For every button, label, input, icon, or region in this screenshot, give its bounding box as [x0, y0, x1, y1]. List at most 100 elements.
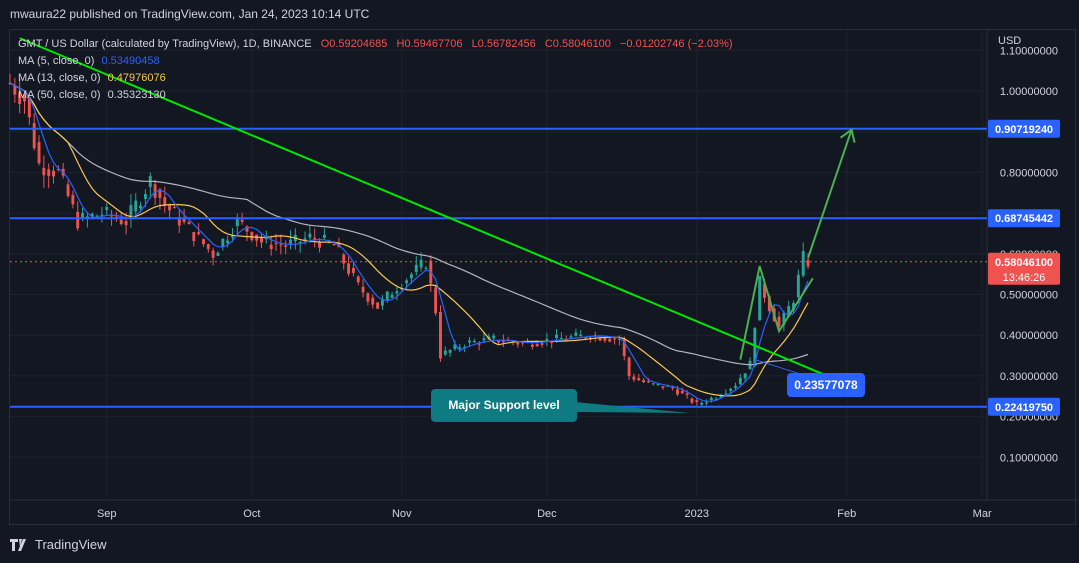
candle-body — [622, 338, 626, 357]
candle-body — [603, 337, 607, 341]
candle-body — [226, 240, 230, 244]
legend-ma13-row[interactable]: MA (13, close, 0) 0.47976076 — [18, 70, 733, 87]
price-level-badge — [988, 209, 1060, 228]
candle-body — [646, 381, 650, 383]
candle-body — [545, 338, 549, 341]
projection-arrow-head — [839, 128, 856, 143]
candle-body — [71, 194, 75, 205]
candle-body — [719, 395, 723, 398]
candle-body — [100, 214, 104, 216]
candle-body — [414, 264, 418, 273]
candle-body — [758, 275, 762, 321]
candle-body — [385, 291, 389, 300]
y-tick-label: 0.80000000 — [1000, 167, 1058, 179]
candle-body — [792, 303, 795, 310]
candle-body — [661, 386, 665, 388]
chart-panel[interactable] — [9, 29, 1076, 525]
candle-body — [395, 291, 399, 294]
candle-body — [763, 283, 766, 298]
candle-body — [366, 293, 370, 302]
candle-body — [124, 221, 128, 226]
candle-body — [245, 226, 249, 232]
candle-body — [458, 347, 462, 349]
candle-body — [95, 215, 99, 217]
legend-ma50-row[interactable]: MA (50, close, 0) 0.35323130 — [18, 87, 733, 104]
candle-body — [516, 342, 520, 345]
candle-body — [434, 287, 438, 314]
candle-body — [318, 241, 321, 248]
candle-body — [187, 222, 191, 225]
candle-body — [443, 350, 447, 355]
candle-body — [617, 338, 621, 340]
candle-body — [559, 338, 563, 340]
candle-body — [497, 340, 500, 343]
candle-body — [787, 306, 791, 317]
legend-ma5-row[interactable]: MA (5, close, 0) 0.53490458 — [18, 53, 733, 70]
candle-body — [182, 218, 186, 222]
x-tick-label: Mar — [973, 508, 992, 520]
y-tick-label: 1.00000000 — [1000, 86, 1058, 98]
ma13-line — [9, 82, 809, 397]
legend-ma13-label: MA (13, close, 0) — [18, 72, 101, 84]
candle-body — [202, 239, 205, 245]
candle-body — [676, 389, 679, 395]
last-price-label: 0.58046100 — [995, 257, 1053, 269]
candle-body — [584, 337, 588, 339]
legend-high: H0.59467706 — [396, 38, 463, 50]
legend-ma50-label: MA (50, close, 0) — [18, 89, 101, 101]
candle-body — [424, 267, 428, 269]
candle-body — [342, 254, 346, 264]
legend-ma13-value: 0.47976076 — [107, 72, 166, 84]
candle-body — [540, 343, 544, 345]
candle-body — [492, 335, 496, 339]
currency-label: USD — [998, 35, 1021, 47]
candle-body — [477, 343, 481, 345]
candle-body — [18, 92, 22, 104]
legend-open: O0.59204685 — [320, 38, 388, 50]
candle-body — [153, 184, 157, 198]
candle-body — [468, 340, 471, 343]
candle-body — [651, 383, 655, 385]
candle-body — [753, 328, 757, 366]
candle-body — [231, 235, 234, 238]
candle-body — [380, 298, 384, 306]
candle-body — [777, 316, 781, 327]
candles-group — [8, 73, 810, 408]
candle-body — [463, 346, 467, 348]
candle-body — [134, 200, 138, 212]
candle-body — [274, 243, 278, 245]
candle-body — [81, 213, 85, 219]
candle-body — [453, 344, 457, 350]
candle-body — [206, 244, 210, 250]
candle-body — [76, 211, 80, 229]
candle-body — [613, 338, 617, 340]
candle-body — [240, 219, 244, 222]
candle-body — [796, 274, 800, 298]
legend-change: −0.01202746 (−2.03%) — [619, 38, 733, 50]
candle-body — [608, 338, 612, 342]
y-tick-label: 0.30000000 — [1000, 371, 1058, 383]
candle-body — [129, 205, 133, 219]
candle-body — [569, 336, 573, 338]
candle-body — [734, 385, 737, 388]
footer-brand[interactable]: TradingView — [35, 537, 107, 552]
candle-body — [163, 197, 167, 206]
candle-body — [42, 167, 46, 176]
candle-body — [709, 397, 713, 401]
candle-body — [521, 342, 525, 344]
price-level-label: 0.22419750 — [995, 402, 1053, 414]
legend-symbol[interactable]: GMT / US Dollar (calculated by TradingVi… — [18, 38, 312, 50]
candle-body — [501, 340, 505, 343]
candle-body — [409, 274, 413, 279]
candle-body — [172, 207, 176, 209]
candle-body — [105, 207, 109, 211]
projection-zigzag — [739, 265, 814, 360]
candle-body — [448, 349, 452, 353]
candle-body — [535, 344, 539, 347]
candle-body — [260, 237, 263, 243]
candle-body — [168, 205, 172, 211]
candle-body — [279, 244, 283, 246]
candle-body — [767, 296, 771, 312]
candle-body — [729, 388, 733, 391]
